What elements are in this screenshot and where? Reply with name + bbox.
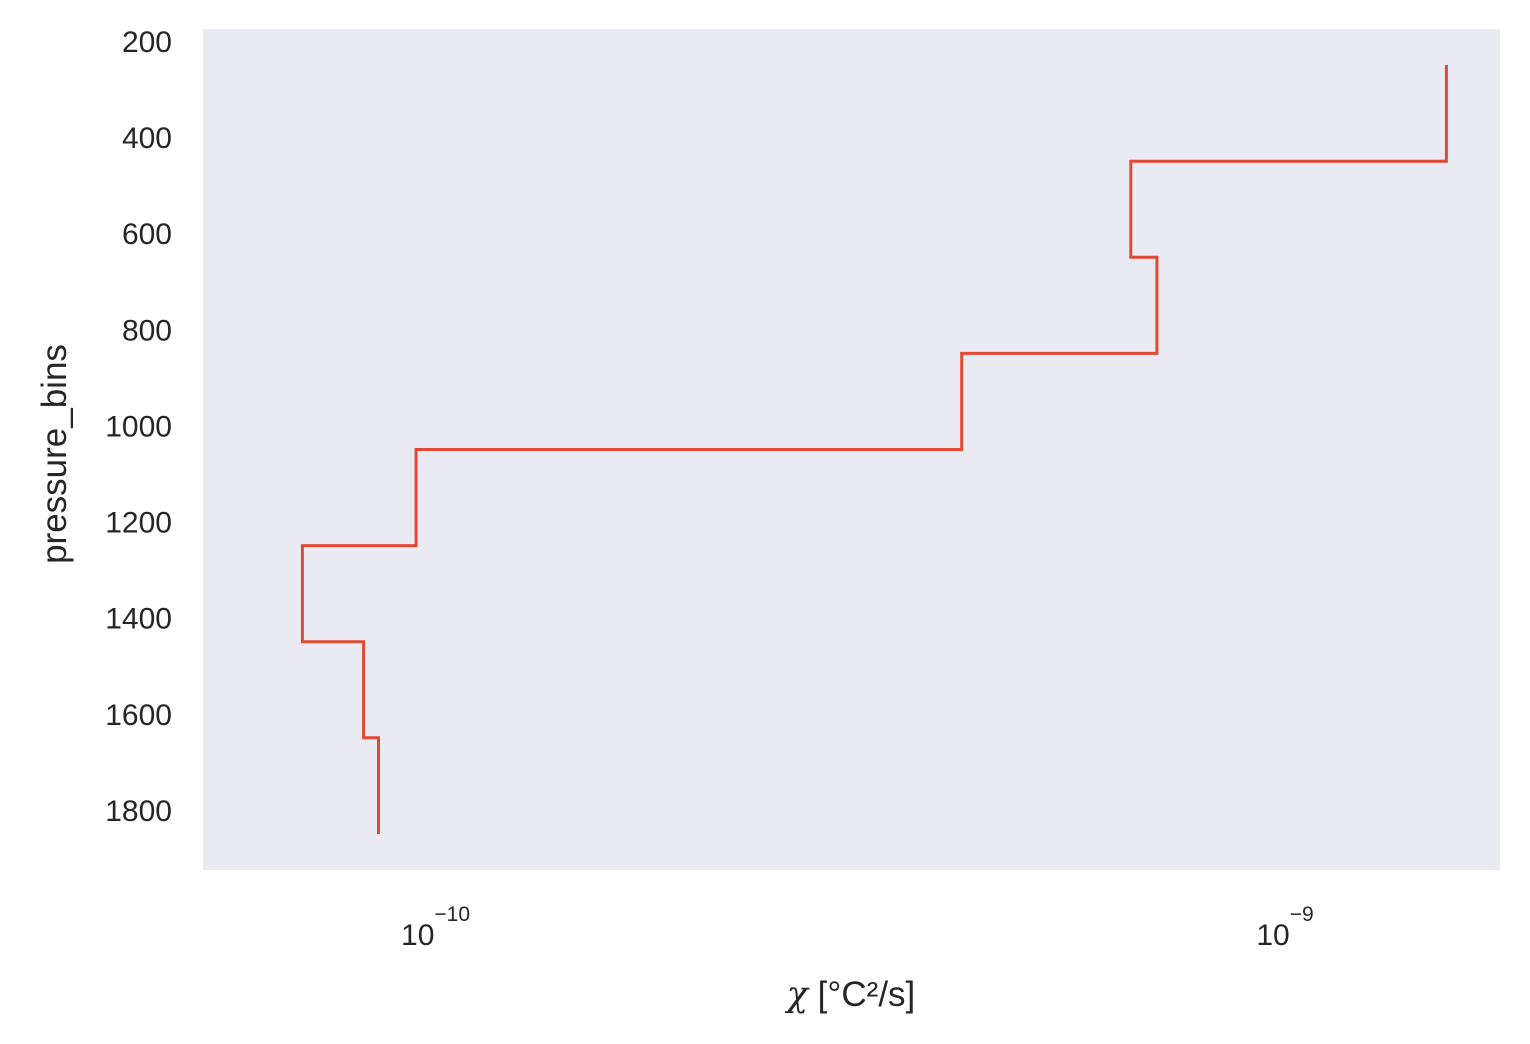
y-tick-label: 1000: [105, 410, 172, 443]
y-axis-label: pressure_bins: [35, 344, 74, 564]
y-tick-label: 400: [122, 122, 172, 155]
x-tick-exponent: −9: [1290, 903, 1314, 926]
x-tick-label: 10−10: [401, 903, 470, 952]
y-tick-label: 600: [122, 218, 172, 251]
y-tick-label: 1800: [105, 795, 172, 828]
x-tick-base: 10: [401, 919, 434, 952]
y-axis-ticks: 200 400 600 800 1000 1200 1400 1600 1800: [105, 26, 172, 828]
series-layer: [300, 65, 1448, 834]
y-tick-label: 800: [122, 314, 172, 347]
y-tick-label: 1200: [105, 507, 172, 540]
y-tick-label: 1600: [105, 699, 172, 732]
x-axis-label-symbol: χ: [784, 975, 810, 1015]
x-axis-label-units: [°C²/s]: [808, 975, 915, 1014]
series-line-chi: [300, 65, 1448, 834]
y-tick-label: 200: [122, 26, 172, 59]
y-tick-label: 1400: [105, 603, 172, 636]
x-tick-base: 10: [1256, 919, 1289, 952]
x-tick-label: 10−9: [1256, 903, 1313, 952]
x-tick-exponent: −10: [434, 903, 470, 926]
x-axis-label: χ [°C²/s]: [784, 975, 916, 1015]
